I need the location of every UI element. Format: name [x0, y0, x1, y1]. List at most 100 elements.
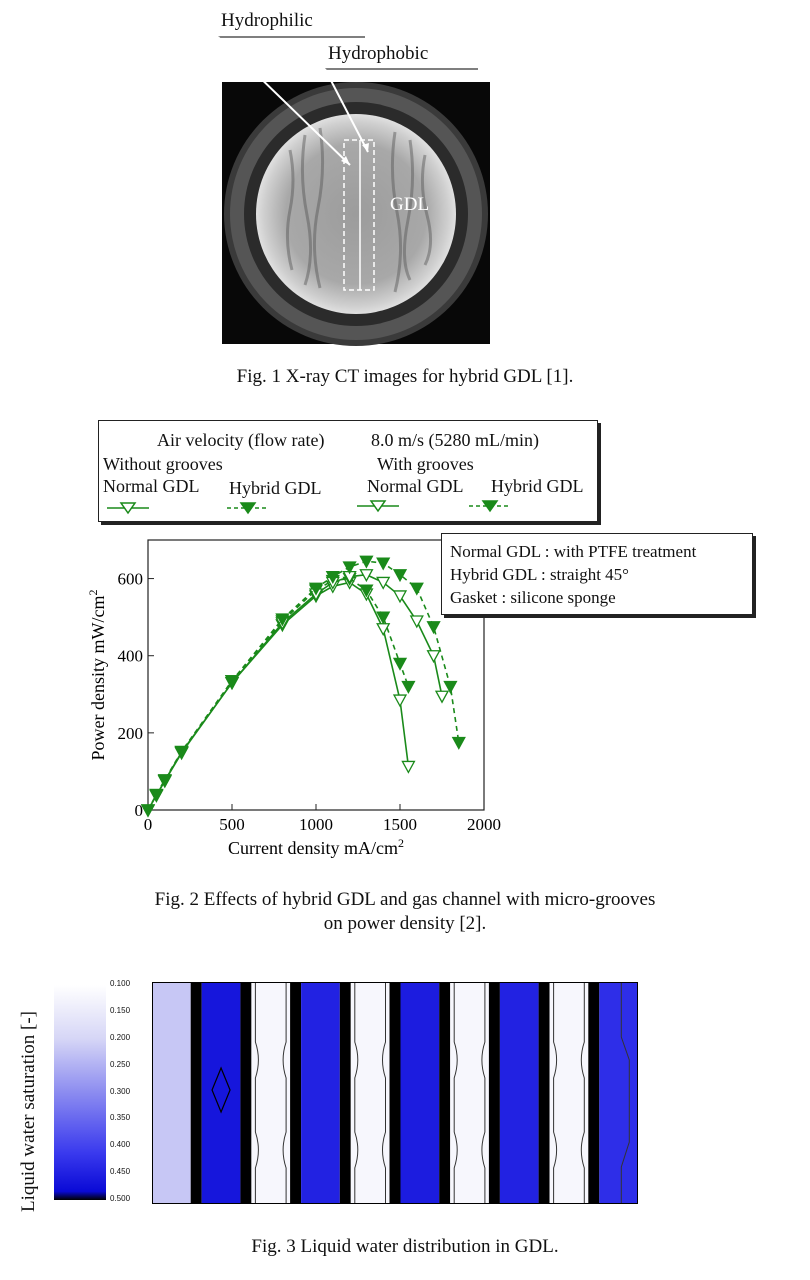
legend-normal-gdl-1: Normal GDL [103, 476, 200, 496]
saturation-column [350, 982, 390, 1204]
x-tick-label: 1500 [383, 815, 417, 834]
data-point [426, 650, 441, 664]
fig2-notes-box: Normal GDL : with PTFE treatment Hybrid … [441, 533, 753, 615]
note-normal-gdl: Normal GDL : with PTFE treatment [450, 542, 697, 561]
fig3-caption: Fig. 3 Liquid water distribution in GDL. [251, 1236, 559, 1257]
rib [240, 982, 252, 1204]
colorbar-tick-label: 0.250 [110, 1059, 131, 1069]
data-point [308, 582, 324, 596]
legend-markers [107, 500, 511, 515]
data-point [392, 694, 408, 708]
x-tick-label: 1000 [299, 815, 333, 834]
series-3-normal-gdl [140, 569, 450, 818]
data-point [325, 570, 340, 585]
rib [488, 982, 500, 1204]
data-point [149, 788, 164, 802]
x-tick-label: 0 [144, 815, 153, 834]
y-tick-label: 200 [118, 724, 144, 743]
data-point [409, 582, 424, 596]
colorbar-tick-label: 0.100 [110, 979, 131, 988]
data-point [359, 555, 374, 569]
x-axis-label: Current density mA/cm2 [228, 836, 404, 858]
colorbar-tick-label: 0.350 [110, 1113, 131, 1123]
data-point [443, 680, 458, 694]
rib [389, 982, 401, 1204]
colorbar-tick-label: 0.200 [110, 1032, 131, 1042]
contour-line [453, 982, 486, 1204]
colorbar-tick-label: 0.150 [110, 1005, 131, 1015]
saturation-column [201, 982, 241, 1204]
contour-line [620, 982, 630, 1204]
legend-with-grooves: With grooves [377, 454, 474, 474]
rib [339, 982, 351, 1204]
data-point [392, 569, 408, 583]
hydrophilic-label: Hydrophilic [221, 10, 313, 31]
note-gasket: Gasket : silicone sponge [450, 588, 616, 607]
saturation-column [450, 982, 489, 1204]
data-point [140, 804, 156, 818]
data-point [157, 774, 172, 788]
data-point [409, 615, 424, 629]
data-point [376, 576, 391, 590]
liquid-water-distribution-map [152, 982, 638, 1204]
fig2-caption-line2: on power density [2]. [323, 913, 487, 933]
colorbar-tick-label: 0.500 [110, 1194, 131, 1203]
data-point [376, 557, 391, 571]
legend-air-velocity: Air velocity (flow rate) [157, 430, 325, 450]
colorbar [54, 985, 106, 1200]
fig1-caption: Fig. 1 X-ray CT images for hybrid GDL [1… [236, 366, 574, 387]
data-point [359, 569, 374, 583]
saturation-column [251, 982, 291, 1204]
contour-line [254, 982, 287, 1204]
data-point [426, 621, 441, 635]
data-point [434, 690, 450, 704]
series-1-normal-gdl [140, 576, 416, 818]
power-density-chart: 0 500 1000 1500 2000 0 200 400 600 Current densit… [86, 539, 501, 858]
saturation-column [599, 982, 638, 1204]
rib [439, 982, 451, 1204]
saturation-column [400, 982, 440, 1204]
saturation-column [301, 982, 340, 1204]
note-hybrid-gdl: Hybrid GDL : straight 45° [450, 565, 629, 584]
legend-hybrid-gdl-1: Hybrid GDL [229, 478, 322, 498]
data-point [275, 613, 290, 627]
data-point [451, 736, 466, 750]
y-tick-label: 600 [118, 570, 144, 589]
legend-normal-gdl-2: Normal GDL [367, 476, 464, 496]
saturation-column [499, 982, 539, 1204]
colorbar-title: Liquid water saturation [-] [18, 1010, 39, 1212]
series-line [147, 577, 410, 811]
contour-line [553, 982, 585, 1204]
plot-frame [147, 539, 485, 811]
data-point [376, 611, 391, 625]
fig2-caption-line1: Fig. 2 Effects of hybrid GDL and gas cha… [154, 889, 656, 910]
hydrophobic-label: Hydrophobic [328, 43, 429, 64]
rib [290, 982, 302, 1204]
data-point [342, 561, 357, 575]
data-point [224, 675, 240, 689]
data-point [401, 680, 416, 694]
x-tick-label: 2000 [467, 815, 501, 834]
legend-without-grooves: Without grooves [103, 454, 223, 474]
y-axis-label: Power density mW/cm2 [86, 590, 108, 761]
map-frame [152, 982, 638, 1204]
rib [588, 982, 600, 1204]
series-4-hybrid-gdl [140, 555, 466, 818]
data-point [392, 590, 408, 604]
data-point [359, 584, 374, 598]
fig2-legend: Air velocity (flow rate) 8.0 m/s (5280 m… [98, 420, 598, 522]
saturation-column [549, 982, 589, 1204]
legend-hybrid-gdl-2: Hybrid GDL [491, 476, 584, 496]
y-tick-label: 400 [118, 647, 144, 666]
legend-velocity-value: 8.0 m/s (5280 mL/min) [371, 430, 539, 450]
contour-line [354, 982, 386, 1204]
colorbar-tick-label: 0.450 [110, 1167, 131, 1177]
colorbar-tick-label: 0.400 [110, 1140, 131, 1150]
y-tick-label: 0 [135, 801, 144, 820]
data-point [392, 657, 408, 671]
data-point [401, 760, 416, 774]
contour-diamond [211, 1066, 231, 1114]
rib [538, 982, 550, 1204]
saturation-column [152, 982, 191, 1204]
rib [190, 982, 202, 1204]
